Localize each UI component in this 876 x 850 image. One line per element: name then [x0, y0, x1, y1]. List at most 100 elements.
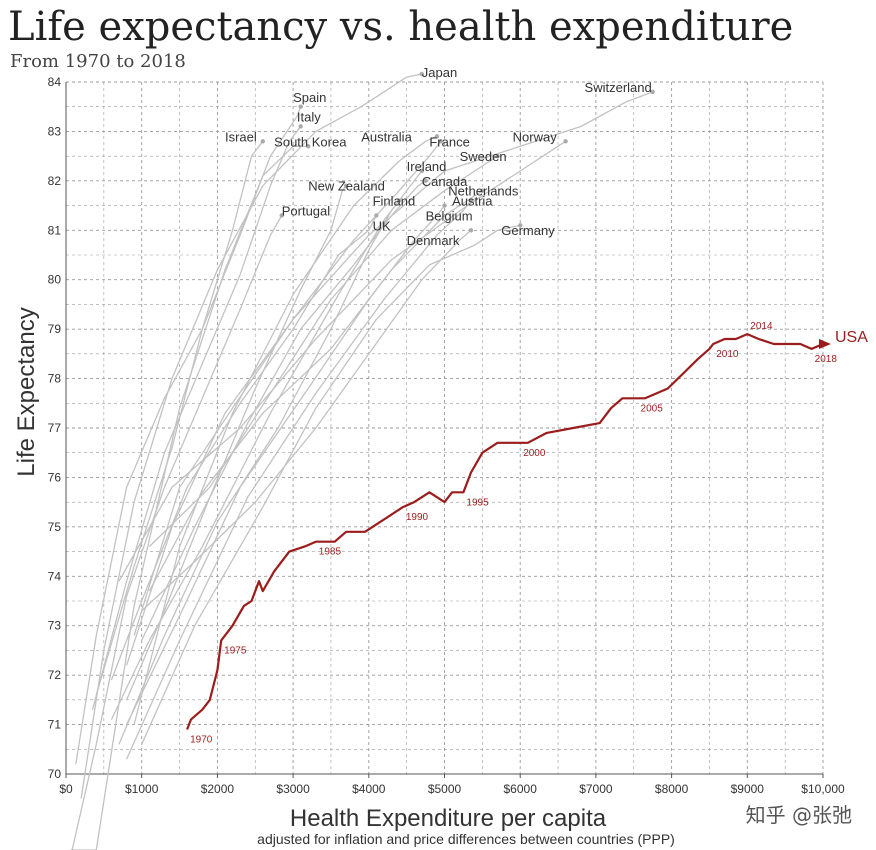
country-label: Sweden [460, 149, 507, 164]
series-line-australia [133, 135, 438, 725]
series-end-marker [419, 168, 424, 174]
series-end-marker [434, 134, 440, 139]
series-end-marker [438, 139, 443, 144]
series-line-austria [126, 200, 472, 760]
usa-year-label: 1975 [224, 646, 247, 657]
series-end-marker [260, 139, 266, 144]
usa-year-label: 2010 [716, 349, 739, 360]
y-tick-label: 76 [48, 470, 62, 484]
y-tick-labels: 70 71 72 73 74 75 76 77 78 79 80 81 82 83 84 [48, 75, 62, 781]
series-line-uk [110, 215, 377, 681]
chart-subtitle: From 1970 to 2018 [10, 51, 186, 72]
country-label: UK [373, 218, 391, 233]
series-end-marker [396, 198, 402, 203]
usa-year-label: 1995 [466, 497, 489, 508]
series-end-marker [298, 124, 303, 129]
x-tick-label: $4000 [352, 782, 386, 796]
country-label: Portugal [282, 203, 331, 218]
chart-title: Life expectancy vs. health expenditure [8, 4, 793, 50]
country-label: Denmark [407, 233, 460, 248]
country-label: Canada [422, 174, 468, 189]
x-axis-label: Health Expenditure per capita [290, 805, 607, 832]
country-label: Belgium [426, 208, 473, 223]
country-label: France [429, 134, 469, 149]
grid-lines [65, 81, 824, 775]
country-label: Ireland [407, 159, 447, 174]
usa-year-label: 2000 [523, 448, 546, 459]
y-tick-label: 83 [48, 124, 62, 138]
series-end-marker [650, 89, 655, 95]
y-tick-label: 72 [48, 668, 62, 682]
y-tick-label: 77 [48, 421, 62, 435]
y-tick-label: 74 [48, 569, 62, 583]
series-end-marker [298, 104, 303, 109]
y-tick-label: 80 [48, 273, 62, 287]
country-labels: Japan Switzerland Spain Italy Israel South Ko… [225, 65, 652, 248]
country-label: Switzerland [585, 80, 652, 95]
y-tick-label: 78 [48, 372, 62, 386]
series-line-portugal [71, 215, 283, 850]
country-label: Germany [501, 223, 555, 238]
series-end-marker [480, 188, 485, 193]
country-label: Norway [513, 129, 558, 144]
series-end-marker [374, 213, 379, 218]
series-line-norway [118, 140, 566, 582]
country-label: Japan [422, 65, 457, 80]
series-end-marker [468, 198, 474, 203]
y-tick-label: 70 [48, 767, 62, 781]
series-line-finland [118, 200, 400, 745]
x-tick-label: $3000 [276, 782, 310, 796]
usa-line [186, 333, 824, 730]
series-line-belgium [126, 205, 446, 725]
x-tick-label: $5000 [428, 782, 462, 796]
country-label: Finland [373, 194, 416, 209]
series-line-germany [141, 224, 521, 745]
series-line-israel [95, 140, 264, 696]
series-end-marker [563, 139, 568, 144]
series-end-marker [518, 223, 523, 228]
country-label: Italy [297, 110, 321, 125]
series-line-new-zealand [126, 185, 347, 701]
usa-year-label: 1990 [406, 512, 429, 523]
series-end-marker [306, 144, 311, 149]
series-line-canada [141, 180, 426, 641]
country-label: New Zealand [308, 179, 385, 194]
usa-year-label: 2018 [815, 354, 838, 365]
usa-arrow-head [819, 338, 831, 349]
series-end-marker [419, 71, 424, 77]
series-end-marker [495, 153, 500, 159]
series-end-marker [343, 183, 349, 188]
series-end-marker [279, 213, 284, 218]
series-line-south-korea [70, 145, 309, 850]
series-end-marker [423, 178, 428, 184]
country-label: Australia [361, 129, 412, 144]
usa-year-label: 2014 [750, 321, 773, 332]
x-tick-label: $6000 [504, 782, 538, 796]
y-tick-label: 84 [48, 75, 62, 89]
series-line-switzerland [133, 91, 653, 636]
series-line-italy [91, 126, 302, 710]
country-label: Netherlands [448, 184, 519, 199]
usa-year-label: 2005 [641, 403, 664, 414]
x-tick-label: $8000 [655, 782, 689, 796]
y-tick-label: 81 [48, 223, 62, 237]
usa-year-label: 1985 [319, 547, 342, 558]
country-label: Spain [293, 90, 326, 105]
y-tick-label: 71 [48, 718, 62, 732]
series-line-japan [80, 73, 422, 799]
x-tick-label: $0 [59, 782, 73, 796]
x-tick-label: $2000 [201, 782, 235, 796]
usa-series-label: USA [835, 329, 868, 346]
series-end-marker [468, 228, 474, 233]
country-series [70, 71, 655, 850]
usa-series: USA 1970 1975 1985 1990 1995 2000 2005 2010 2014 2… [186, 321, 868, 746]
x-tick-labels: $0 $1000 $2000 $3000 $4000 $5000 $6000 $7000 $80… [59, 774, 845, 796]
series-end-marker [442, 203, 447, 208]
x-tick-label: $1000 [125, 782, 159, 796]
x-tick-label: $9000 [731, 782, 765, 796]
series-line-denmark [141, 229, 472, 612]
watermark: 知乎 @张弛 [746, 803, 852, 827]
usa-year-label: 1970 [190, 735, 213, 746]
y-axis-label: Life Expectancy [13, 307, 40, 476]
